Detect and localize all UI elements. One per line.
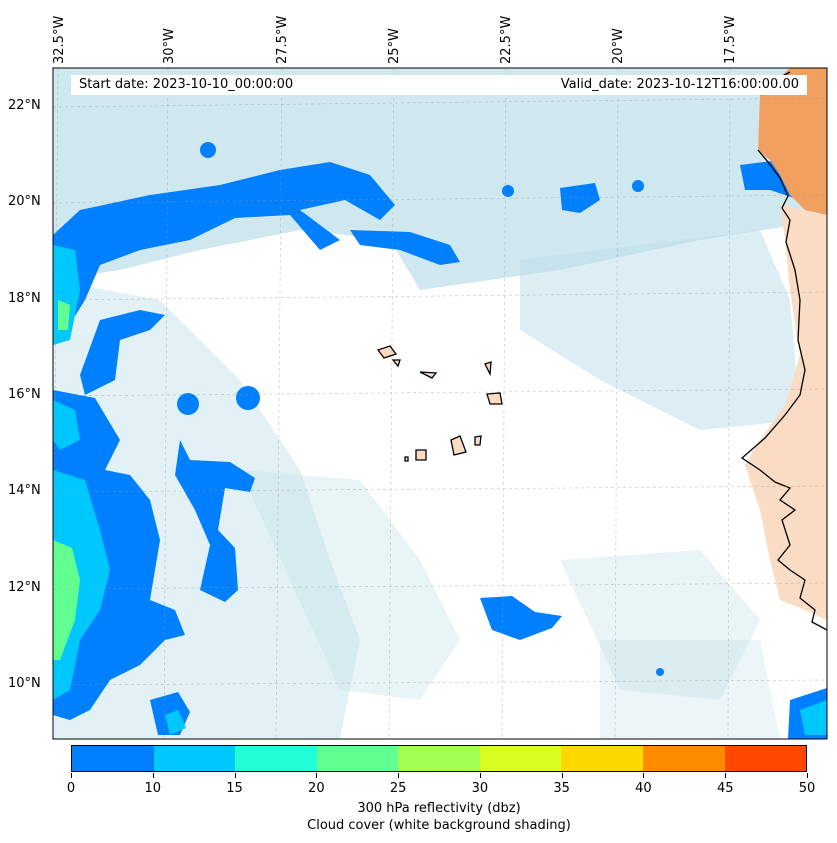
colorbar-tick [643, 773, 645, 778]
colorbar-tick [561, 773, 563, 778]
colorbar-segment [316, 746, 399, 771]
lon-label: 27.5°W [275, 15, 290, 64]
graticule [53, 68, 827, 739]
colorbar-sublabel: Cloud cover (white background shading) [307, 818, 571, 833]
lat-label: 10°N [8, 676, 41, 691]
lat-label: 20°N [8, 194, 41, 209]
start-date-text: Start date: 2023-10-10_00:00:00 [79, 77, 294, 92]
colorbar-label: 300 hPa reflectivity (dbz) [357, 801, 521, 816]
valid-date-text: Valid_date: 2023-10-12T16:00:00.00 [560, 77, 799, 92]
colorbar-segment [561, 746, 643, 771]
colorbar-segment [642, 746, 725, 771]
reflectivity-field [53, 142, 827, 739]
colorbar-tick [725, 773, 727, 778]
colorbar-segment [235, 746, 317, 771]
colorbar-segment [724, 746, 807, 771]
colorbar-segment [72, 746, 154, 771]
lat-label: 22°N [8, 98, 41, 113]
lon-label: 25°W [387, 28, 402, 64]
colorbar-tick-label: 35 [553, 781, 570, 796]
colorbar-tick [71, 773, 72, 778]
colorbar-segment [153, 746, 236, 771]
colorbar-tick [479, 773, 481, 778]
lon-label: 30°W [162, 28, 177, 64]
colorbar-tick-label: 45 [716, 781, 734, 796]
lat-label: 18°N [8, 291, 41, 306]
colorbar-tick [398, 773, 400, 778]
lon-label: 17.5°W [723, 15, 738, 64]
colorbar-segment [398, 746, 480, 771]
lon-label: 22.5°W [499, 15, 514, 64]
colorbar-tick [316, 773, 318, 778]
colorbar-tick [152, 773, 154, 778]
colorbar-tick-label: 20 [308, 781, 325, 796]
colorbar-tick-label: 25 [389, 781, 407, 796]
colorbar-tick-label: 10 [144, 781, 162, 796]
colorbar-tick [234, 773, 236, 778]
reflectivity-colorbar [71, 745, 807, 772]
lat-label: 16°N [8, 387, 41, 402]
colorbar-tick-label: 0 [66, 781, 76, 796]
cape-verde-islands [376, 345, 503, 462]
lat-label: 12°N [8, 580, 41, 595]
lat-label: 14°N [8, 483, 41, 498]
colorbar-segment [479, 746, 562, 771]
colorbar-tick-label: 30 [471, 781, 489, 796]
date-info-bar: Start date: 2023-10-10_00:00:00 Valid_da… [71, 75, 807, 95]
colorbar-tick-label: 15 [226, 781, 243, 796]
colorbar-tick [807, 773, 808, 778]
colorbar-tick-label: 50 [798, 781, 816, 796]
colorbar-tick-label: 40 [635, 781, 652, 796]
lon-label: 20°W [611, 28, 626, 64]
lon-label: 32.5°W [52, 15, 67, 64]
